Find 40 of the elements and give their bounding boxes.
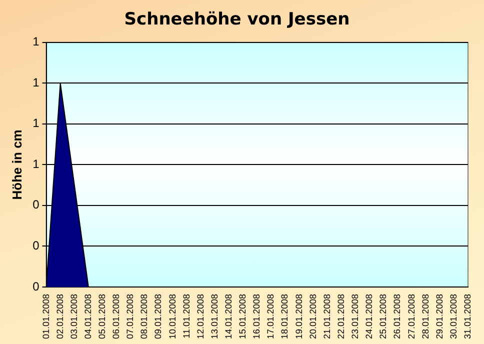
x-tick-label: 23.01.2008 <box>350 294 360 340</box>
y-tick-label: 0 <box>32 279 40 294</box>
x-tick-label: 08.01.2008 <box>139 294 150 340</box>
x-tick-label: 04.01.2008 <box>82 294 93 340</box>
x-tick-label: 20.01.2008 <box>308 294 318 340</box>
x-tick-label: 05.01.2008 <box>96 294 107 340</box>
chart-title: Schneehöhe von Jessen <box>124 10 350 30</box>
x-tick-label: 02.01.2008 <box>54 294 65 340</box>
x-tick-label: 31.01.2008 <box>462 294 472 340</box>
x-tick-label: 26.01.2008 <box>392 294 402 340</box>
y-tick-label: 1 <box>32 75 40 90</box>
x-tick-label: 12.01.2008 <box>195 294 206 340</box>
x-tick-label: 17.01.2008 <box>266 294 276 340</box>
y-tick-label: 1 <box>32 34 40 49</box>
x-tick-label: 21.01.2008 <box>322 294 332 340</box>
x-tick-label: 06.01.2008 <box>111 294 122 340</box>
x-tick-label: 14.01.2008 <box>224 294 234 340</box>
x-tick-label: 10.01.2008 <box>167 294 178 340</box>
x-tick-label: 19.01.2008 <box>294 294 304 340</box>
y-tick-label: 1 <box>32 156 40 171</box>
x-tick-label: 03.01.2008 <box>68 294 79 340</box>
y-tick-label: 0 <box>32 238 40 253</box>
y-axis-title: Höhe in cm <box>9 130 24 200</box>
x-tick-label: 29.01.2008 <box>434 294 444 340</box>
x-tick-label: 18.01.2008 <box>280 294 290 340</box>
y-tick-label: 0 <box>32 198 40 212</box>
x-tick-label: 24.01.2008 <box>364 294 374 340</box>
x-tick-label: 07.01.2008 <box>125 294 136 340</box>
x-tick-label: 13.01.2008 <box>209 294 220 340</box>
x-tick-label: 11.01.2008 <box>181 294 192 338</box>
x-tick-label: 22.01.2008 <box>336 294 346 340</box>
y-tick-label: 1 <box>32 116 40 130</box>
x-tick-label: 01.01.2008 <box>40 294 51 340</box>
x-tick-label: 30.01.2008 <box>448 294 458 340</box>
x-tick-label: 16.01.2008 <box>252 294 262 340</box>
x-tick-label: 15.01.2008 <box>238 294 248 340</box>
x-tick-label: 09.01.2008 <box>153 294 164 340</box>
x-tick-label: 28.01.2008 <box>420 294 430 340</box>
x-tick-label: 27.01.2008 <box>406 294 416 340</box>
x-tick-label: 25.01.2008 <box>378 294 388 340</box>
